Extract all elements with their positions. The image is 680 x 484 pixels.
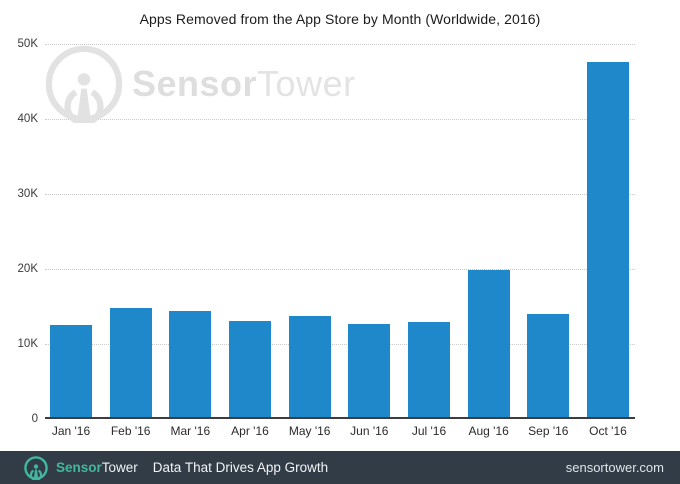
gridline-50k (45, 44, 635, 45)
footer-brand-light: Tower (101, 460, 138, 475)
y-axis-label-10k: 10K (17, 338, 38, 350)
sensortower-antenna-icon (45, 45, 123, 123)
x-axis-label-may-16: May '16 (288, 424, 331, 438)
bar-aug-16 (467, 270, 510, 417)
bar-feb-16 (109, 308, 152, 417)
bar-oct-16 (587, 62, 629, 417)
watermark-brand-light: Tower (257, 63, 356, 104)
sensortower-logo-icon (24, 455, 48, 480)
bar-may-16 (288, 316, 331, 417)
footer-tagline: Data That Drives App Growth (152, 460, 329, 475)
x-axis-label-sep-16: Sep '16 (528, 424, 569, 438)
watermark-brand-bold: Sensor (132, 63, 258, 104)
x-axis-label-oct-16: Oct '16 (589, 424, 627, 438)
footer-brand-bold: Sensor (56, 460, 102, 475)
footer-website: sensortower.com (565, 460, 664, 475)
watermark-brand-text: SensorTower (132, 63, 356, 105)
x-axis-label-mar-16: Mar '16 (170, 424, 211, 438)
plot-area: SensorTower (45, 44, 635, 419)
sensortower-watermark: SensorTower (45, 45, 356, 123)
y-axis-label-20k: 20K (17, 263, 38, 275)
footer-brand-text: SensorTower (56, 460, 138, 475)
bar-mar-16 (169, 311, 212, 417)
chart-title: Apps Removed from the App Store by Month… (139, 11, 541, 27)
x-axis-label-jan-16: Jan '16 (51, 424, 91, 438)
bar-jan-16 (50, 325, 92, 417)
bar-sep-16 (527, 314, 570, 417)
gridline-10k (45, 344, 635, 345)
y-axis-label-0: 0 (31, 413, 38, 425)
x-axis-label-jul-16: Jul '16 (411, 424, 447, 438)
y-axis-label-50k: 50K (17, 38, 38, 50)
x-axis-label-jun-16: Jun '16 (350, 424, 389, 438)
y-axis-label-30k: 30K (17, 188, 38, 200)
bar-jun-16 (348, 324, 391, 417)
bar-apr-16 (229, 321, 271, 417)
bar-jul-16 (408, 322, 450, 417)
footer-bar: SensorTower Data That Drives App Growth … (0, 451, 680, 484)
gridline-20k (45, 269, 635, 270)
x-axis-label-apr-16: Apr '16 (231, 424, 269, 438)
x-axis-label-aug-16: Aug '16 (468, 424, 509, 438)
x-axis-label-feb-16: Feb '16 (110, 424, 151, 438)
gridline-30k (45, 194, 635, 195)
y-axis-label-40k: 40K (17, 113, 38, 125)
gridline-40k (45, 119, 635, 120)
